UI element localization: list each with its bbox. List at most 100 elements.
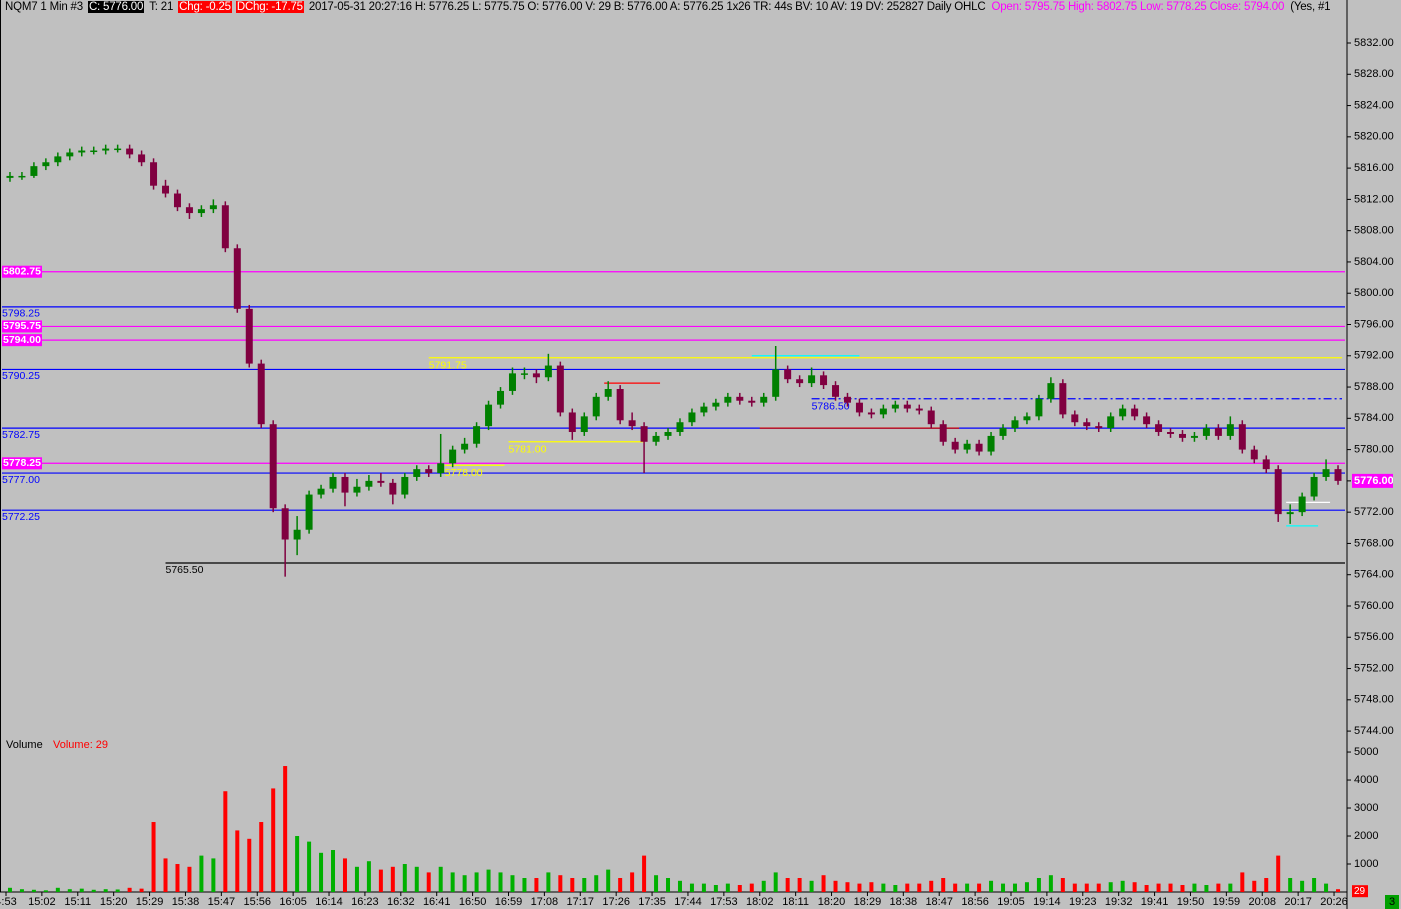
candle-body: [317, 488, 325, 495]
y-tick-label: 5764.00: [1354, 569, 1394, 581]
x-tick-label: 20:26: [1320, 896, 1348, 908]
volume-bar: [402, 864, 407, 892]
volume-bar: [79, 888, 84, 892]
volume-bar: [319, 852, 324, 892]
candle-body: [102, 148, 110, 151]
x-tick-label: 16:41: [423, 896, 451, 908]
candle-body: [114, 148, 122, 151]
x-tick-label: 20:17: [1284, 896, 1312, 908]
header-item: Open: 5795.75 High: 5802.75 Low: 5778.25…: [991, 1, 1285, 13]
volume-bar: [833, 880, 838, 892]
candle-body: [1047, 383, 1055, 399]
volume-bar: [773, 872, 778, 892]
volume-bar: [43, 890, 48, 892]
x-tick-label: 15:11: [64, 896, 91, 908]
volume-bar: [761, 880, 766, 892]
y-tick-label: 5768.00: [1354, 537, 1394, 549]
volume-bar: [701, 883, 706, 892]
header-item: NQM7 1 Min #3: [5, 1, 83, 13]
candle-body: [1083, 422, 1091, 427]
level-label: 5782.75: [2, 429, 40, 441]
volume-bar: [414, 866, 419, 892]
candle-body: [832, 385, 840, 397]
y-tick-label: 5752.00: [1354, 662, 1394, 674]
x-tick-label: 17:08: [531, 896, 559, 908]
y-tick-label: 5792.00: [1354, 350, 1394, 362]
x-tick-label: 19:59: [1213, 896, 1241, 908]
volume-bar: [713, 885, 718, 892]
volume-bar: [103, 889, 108, 892]
volume-bar: [582, 878, 587, 892]
volume-bar: [1300, 880, 1305, 892]
y-tick-label: 5756.00: [1354, 631, 1394, 643]
y-tick-label: 5788.00: [1354, 381, 1394, 393]
volume-bar: [821, 875, 826, 892]
last-volume-box: [1352, 885, 1368, 898]
x-tick-label: 16:14: [315, 896, 343, 908]
volume-bar: [1264, 878, 1269, 892]
candle-body: [592, 396, 600, 417]
candle-body: [736, 396, 744, 401]
volume-bar: [689, 883, 694, 892]
candle-body: [30, 166, 38, 176]
x-tick-label: 19:14: [1033, 896, 1061, 908]
volume-bar: [1036, 878, 1041, 892]
x-tick-label: 19:23: [1069, 896, 1097, 908]
candle-body: [365, 480, 373, 487]
x-tick-label: 18:56: [961, 896, 989, 908]
candle-body: [185, 207, 193, 214]
volume-bar: [474, 872, 479, 892]
volume-bar: [666, 878, 671, 892]
volume-bar: [618, 878, 623, 892]
volume-bar: [1012, 883, 1017, 892]
x-tick-label: 20:08: [1248, 896, 1276, 908]
volume-bar: [211, 858, 216, 892]
volume-bar: [893, 885, 898, 892]
volume-bar: [881, 883, 886, 892]
volume-bar: [127, 887, 132, 892]
x-tick-label: 16:32: [387, 896, 415, 908]
volume-bar: [737, 885, 742, 892]
volume-bar: [67, 889, 72, 892]
volume-bar: [785, 878, 790, 892]
candle-body: [1119, 408, 1127, 417]
volume-bar: [725, 883, 730, 892]
candle-body: [724, 396, 732, 403]
x-tick-label: 16:05: [279, 896, 307, 908]
candle-body: [532, 373, 540, 378]
candle-body: [772, 369, 780, 397]
candle-body: [556, 365, 564, 413]
candle-body: [1262, 459, 1270, 470]
candle-body: [126, 148, 134, 155]
x-tick-label: 18:11: [782, 896, 809, 908]
x-tick-label: 18:38: [890, 896, 918, 908]
volume-tick-label: 3000: [1354, 802, 1378, 814]
level-label: 5777.00: [2, 474, 40, 486]
candle-body: [413, 469, 421, 477]
candle-body: [1322, 469, 1330, 477]
volume-bar: [845, 882, 850, 892]
x-tick-label: 18:02: [746, 896, 774, 908]
volume-bar: [187, 866, 192, 892]
x-tick-label: 19:05: [997, 896, 1025, 908]
volume-bar: [534, 878, 539, 892]
x-tick-label: 15:02: [28, 896, 56, 908]
candle-body: [664, 432, 672, 436]
candle-body: [796, 379, 804, 384]
candle-body: [820, 375, 828, 386]
study-label: 5791.75: [429, 360, 467, 372]
volume-bar: [1180, 885, 1185, 892]
volume-bar: [390, 866, 395, 892]
volume-tick-label: 4000: [1354, 774, 1378, 786]
volume-bar: [175, 864, 180, 892]
volume-bar: [1132, 882, 1137, 892]
volume-bar: [426, 872, 431, 892]
x-tick-label: 15:47: [208, 896, 236, 908]
level-label-box: [2, 320, 42, 333]
x-tick-label: 4:53: [0, 896, 17, 908]
candle-body: [1250, 449, 1258, 460]
volume-bar: [1084, 883, 1089, 892]
volume-bar: [1312, 878, 1317, 892]
candle-body: [784, 369, 792, 380]
